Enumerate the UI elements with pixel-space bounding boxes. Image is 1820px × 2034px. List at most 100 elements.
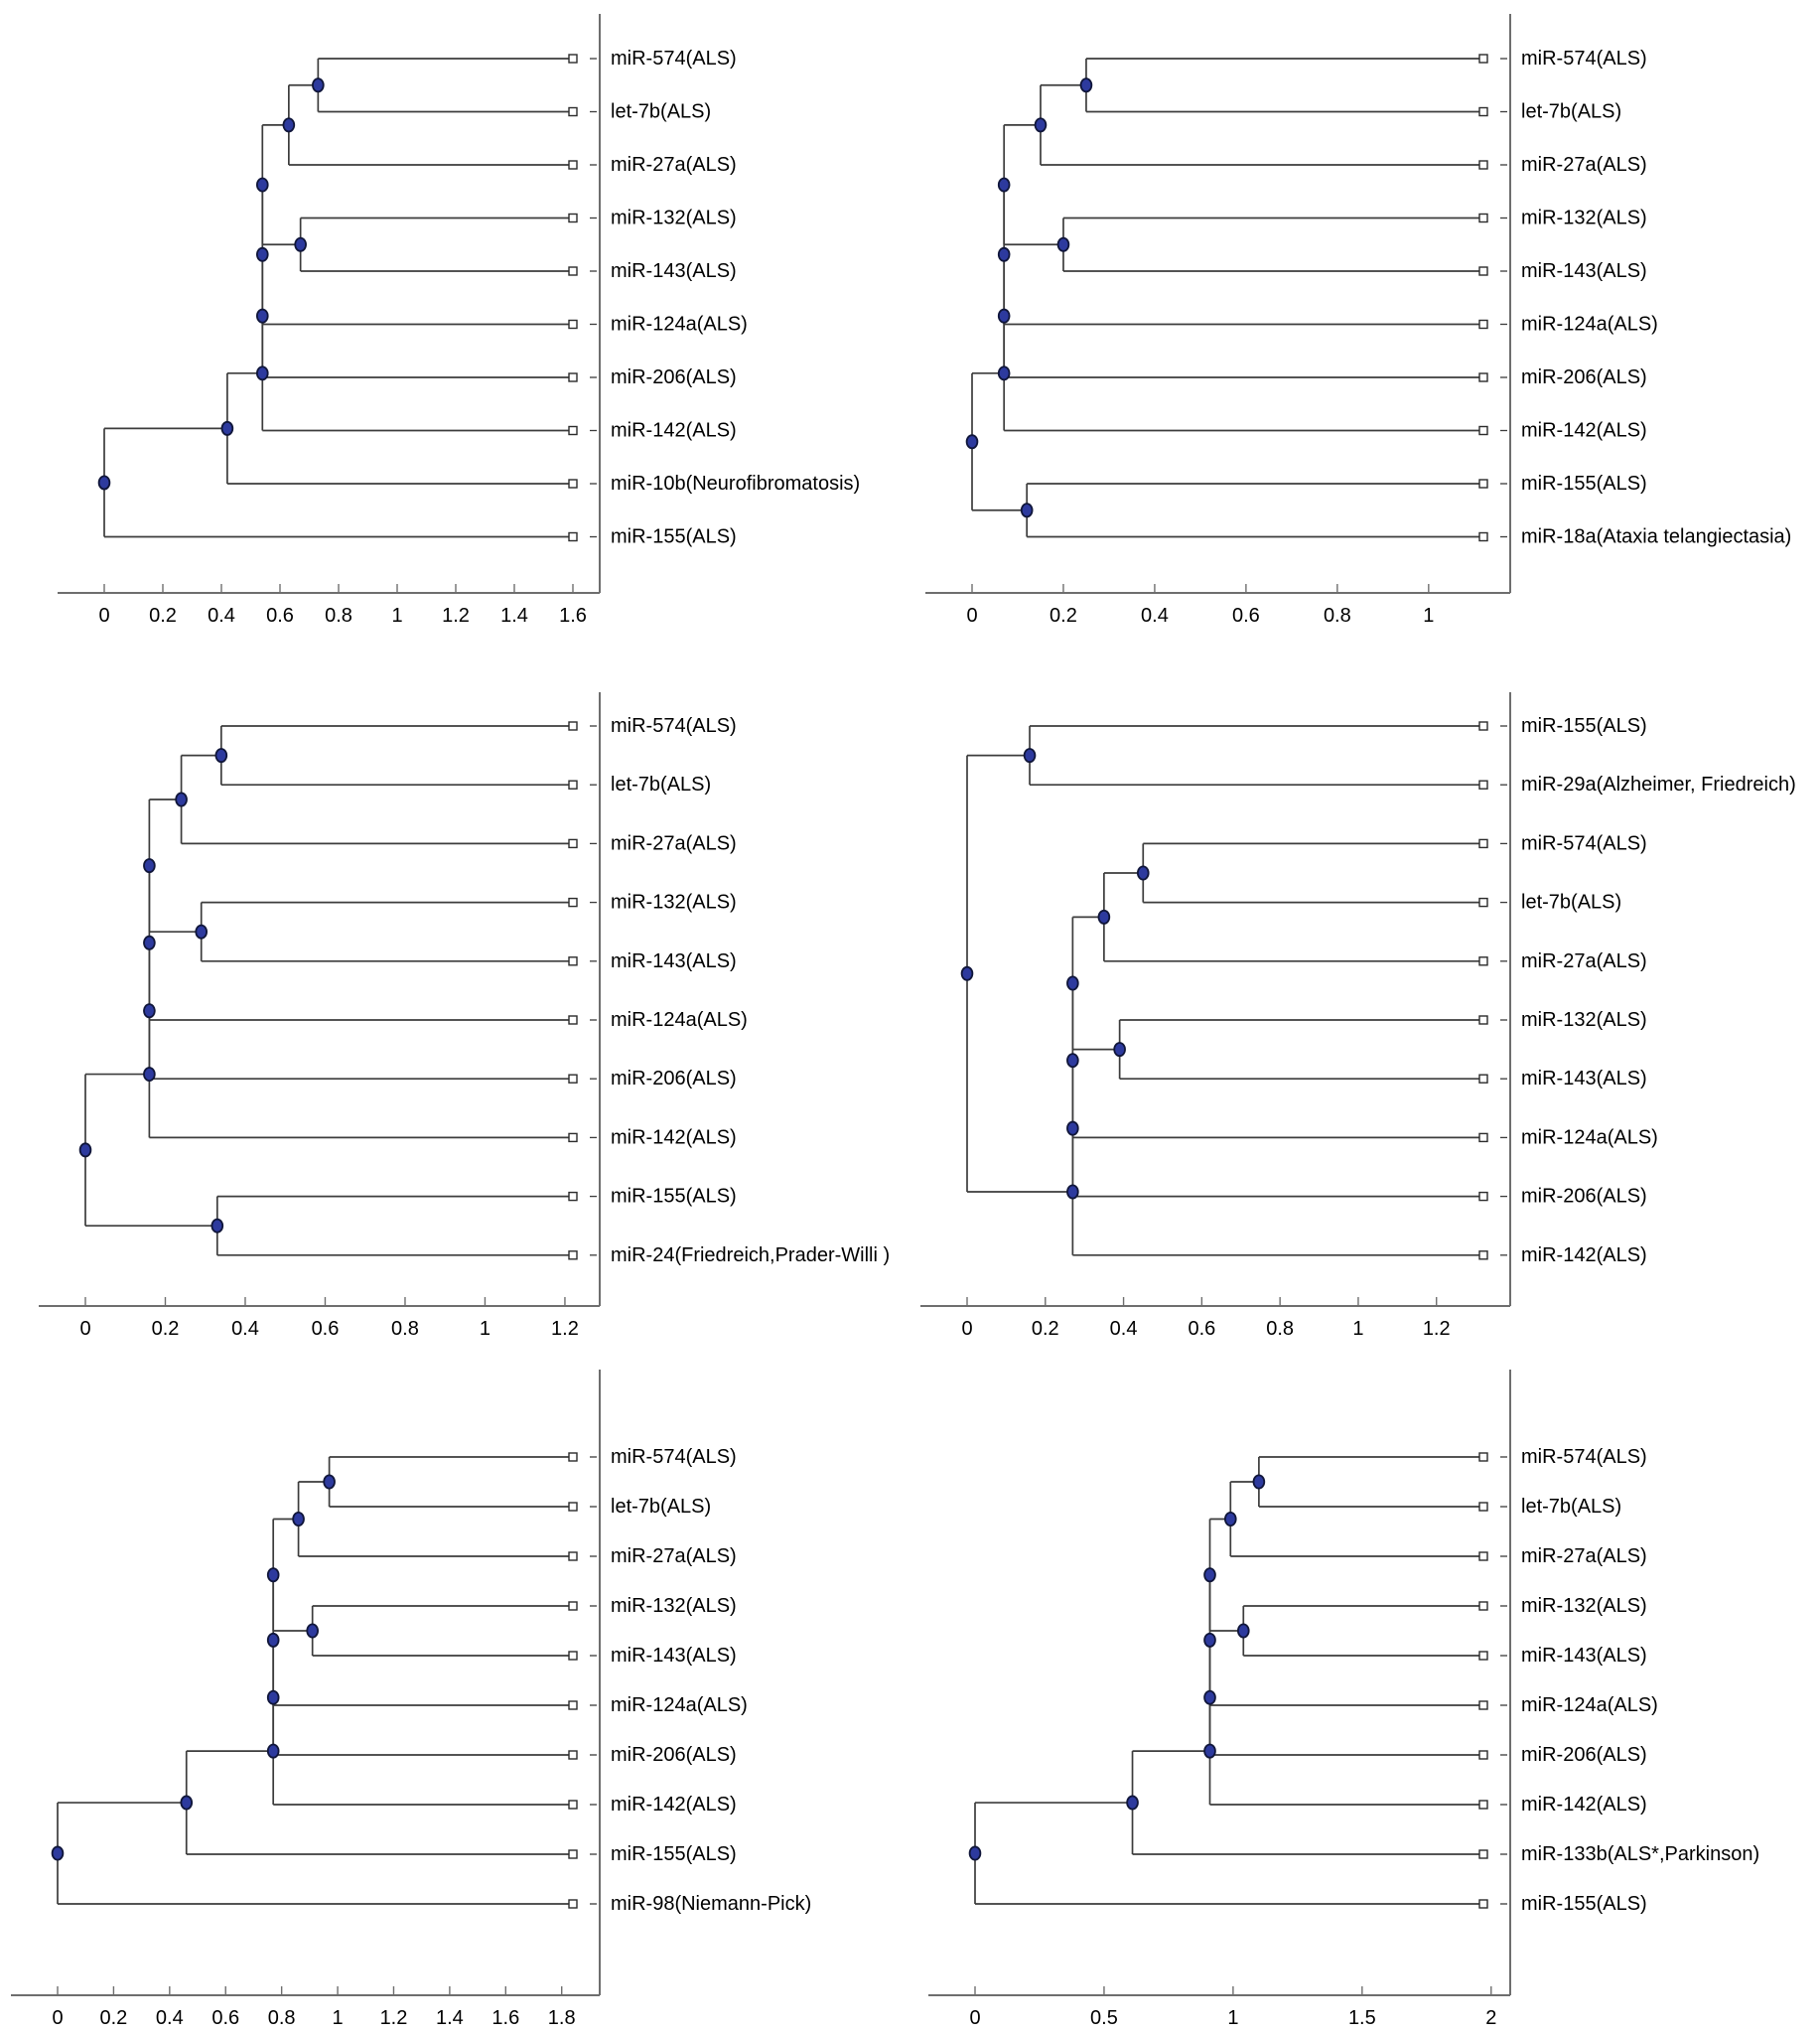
cluster-node-dot bbox=[1223, 1511, 1237, 1526]
cluster-node-dot bbox=[292, 1511, 305, 1526]
axis-tick-label: 0.4 bbox=[231, 1318, 259, 1340]
axes bbox=[39, 692, 601, 1307]
leaf-label: miR-132(ALS) bbox=[1521, 1009, 1647, 1031]
axis-tick-label: 0.8 bbox=[325, 605, 352, 627]
axis-tick-label: 1.2 bbox=[1423, 1318, 1451, 1340]
dendrogram-panel-bottom-left: 0 0.2 0.4 0.6 0.8 1 1.2 1.4 1.6 1.8 miR-574(ALS) le… bbox=[11, 1370, 811, 2029]
leaf-marker bbox=[1478, 780, 1488, 790]
labels: 0 0.2 0.4 0.6 0.8 1 1.2 1.4 1.6 1.8 miR-574(ALS) le… bbox=[52, 1446, 811, 2029]
cluster-node-dot bbox=[1079, 77, 1093, 93]
axes bbox=[928, 1370, 1511, 1996]
leaf-marker bbox=[568, 106, 578, 117]
tree-edges bbox=[971, 58, 1507, 538]
leaf-label: miR-132(ALS) bbox=[1521, 208, 1647, 229]
cluster-node-dot bbox=[266, 1689, 280, 1705]
cluster-node-dot bbox=[1066, 1184, 1079, 1200]
cluster-node-dot bbox=[1097, 909, 1111, 925]
leaf-label: miR-142(ALS) bbox=[1521, 1244, 1647, 1266]
leaf-label: miR-124a(ALS) bbox=[611, 1009, 748, 1031]
cluster-node-dot bbox=[214, 748, 228, 764]
leaf-label: miR-132(ALS) bbox=[611, 1595, 737, 1617]
leaf-marker bbox=[1478, 479, 1488, 489]
leaf-label: miR-143(ALS) bbox=[611, 1645, 737, 1667]
axis-tick-label: 0.6 bbox=[1232, 605, 1260, 627]
axis-tick-label: 1 bbox=[480, 1318, 490, 1340]
cluster-node-dot bbox=[1034, 117, 1048, 133]
axis-tick-label: 1 bbox=[391, 605, 402, 627]
leaf-marker bbox=[568, 1700, 578, 1710]
axis-tick-label: 1.6 bbox=[559, 605, 587, 627]
cluster-node-dot bbox=[1020, 503, 1034, 518]
leaf-marker bbox=[568, 1502, 578, 1512]
leaf-marker bbox=[1478, 721, 1488, 731]
cluster-node-dot bbox=[1203, 1743, 1216, 1759]
cluster-node-dot bbox=[282, 117, 296, 133]
axis-tick-label: 1.8 bbox=[548, 2007, 576, 2029]
leaf-marker bbox=[1478, 1700, 1488, 1710]
cluster-node-dot bbox=[255, 246, 269, 262]
leaf-label: miR-132(ALS) bbox=[1521, 1595, 1647, 1617]
leaf-label: miR-143(ALS) bbox=[1521, 260, 1647, 282]
markers bbox=[51, 1452, 578, 1909]
axis-tick-label: 0.8 bbox=[391, 1318, 419, 1340]
markers bbox=[97, 54, 578, 542]
leaf-label: miR-574(ALS) bbox=[611, 48, 737, 70]
axis-tick-label: 1.2 bbox=[380, 2007, 408, 2029]
cluster-node-dot bbox=[1203, 1689, 1216, 1705]
leaf-label: miR-142(ALS) bbox=[611, 420, 737, 442]
leaf-marker bbox=[1478, 1191, 1488, 1202]
leaf-marker bbox=[568, 160, 578, 170]
labels: 0 0.2 0.4 0.6 0.8 1 1.2 miR-574(ALS) let-7b(ALS)… bbox=[79, 715, 890, 1340]
leaf-marker bbox=[568, 1849, 578, 1859]
axis-tick-label: 0.2 bbox=[1050, 605, 1077, 627]
leaf-marker bbox=[1478, 897, 1488, 908]
leaf-label: miR-143(ALS) bbox=[611, 260, 737, 282]
cluster-node-dot bbox=[1126, 1795, 1139, 1811]
leaf-label: miR-155(ALS) bbox=[1521, 473, 1647, 495]
leaf-marker bbox=[1478, 1452, 1488, 1462]
leaf-label: miR-574(ALS) bbox=[611, 1446, 737, 1468]
cluster-node-dot bbox=[312, 77, 325, 93]
markers bbox=[78, 721, 578, 1260]
leaf-marker bbox=[568, 54, 578, 64]
leaf-marker bbox=[568, 372, 578, 382]
leaf-label: miR-132(ALS) bbox=[611, 208, 737, 229]
labels: 0 0.2 0.4 0.6 0.8 1 miR-574(ALS) let-7b(ALS) miR… bbox=[966, 48, 1791, 627]
cluster-node-dot bbox=[51, 1845, 65, 1861]
leaf-marker bbox=[1478, 1750, 1488, 1760]
axis-tick-label: 1 bbox=[1352, 1318, 1363, 1340]
leaf-marker bbox=[568, 1074, 578, 1084]
axis-tick-label: 0.5 bbox=[1090, 2007, 1118, 2029]
tree-edges bbox=[84, 725, 597, 1256]
leaf-label: miR-124a(ALS) bbox=[1521, 1694, 1658, 1716]
leaf-marker bbox=[568, 838, 578, 849]
dendrogram-panel-middle-left: 0 0.2 0.4 0.6 0.8 1 1.2 miR-574(ALS) let-7b(ALS)… bbox=[39, 692, 890, 1340]
leaf-label: let-7b(ALS) bbox=[1521, 1496, 1621, 1518]
leaf-label: miR-27a(ALS) bbox=[1521, 950, 1647, 972]
leaf-label: miR-29a(Alzheimer, Friedreich) bbox=[1521, 774, 1796, 796]
cluster-node-dot bbox=[1203, 1632, 1216, 1648]
leaf-label: miR-27a(ALS) bbox=[611, 1545, 737, 1567]
leaf-label: miR-574(ALS) bbox=[611, 715, 737, 737]
leaf-label: miR-155(ALS) bbox=[611, 1186, 737, 1208]
leaf-label: miR-132(ALS) bbox=[611, 892, 737, 914]
axis-tick-label: 0.6 bbox=[312, 1318, 340, 1340]
leaf-label: miR-142(ALS) bbox=[611, 1794, 737, 1816]
leaf-label: miR-142(ALS) bbox=[611, 1126, 737, 1148]
cluster-node-dot bbox=[1136, 865, 1150, 881]
axis-tick-label: 0.2 bbox=[1032, 1318, 1059, 1340]
leaf-label: miR-206(ALS) bbox=[611, 366, 737, 388]
leaf-label: miR-155(ALS) bbox=[611, 1843, 737, 1865]
leaf-label: miR-142(ALS) bbox=[1521, 1794, 1647, 1816]
leaf-marker bbox=[568, 1899, 578, 1909]
leaf-marker bbox=[1478, 1651, 1488, 1661]
cluster-node-dot bbox=[255, 177, 269, 193]
cluster-node-dot bbox=[997, 308, 1011, 324]
labels: 0 0.2 0.4 0.6 0.8 1 1.2 miR-155(ALS) miR-29a(Alz… bbox=[961, 715, 1795, 1340]
leaf-marker bbox=[568, 1800, 578, 1810]
axis-tick-label: 0.4 bbox=[208, 605, 235, 627]
leaf-marker bbox=[568, 1651, 578, 1661]
leaf-label: miR-206(ALS) bbox=[611, 1744, 737, 1766]
axis-tick-label: 0.6 bbox=[211, 2007, 239, 2029]
axis-tick-label: 1 bbox=[333, 2007, 344, 2029]
